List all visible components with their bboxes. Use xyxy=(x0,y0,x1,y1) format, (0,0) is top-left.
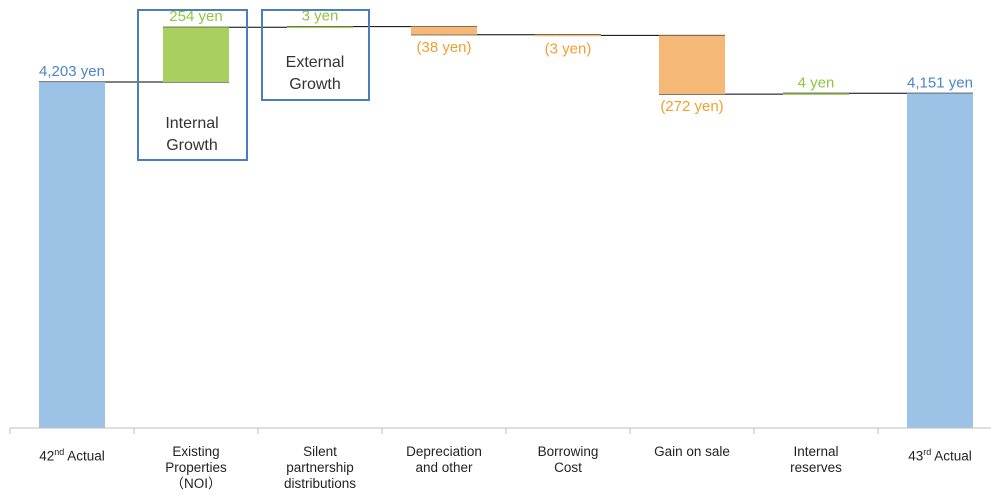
category-label: Depreciation and other xyxy=(406,444,482,475)
increase-bar xyxy=(163,27,229,83)
category-label: Borrowing Cost xyxy=(537,444,599,475)
value-label: (272 yen) xyxy=(660,98,723,115)
value-label: 4 yen xyxy=(798,74,835,91)
internal-growth-callout-text: Internal Growth xyxy=(130,113,254,157)
decrease-bar xyxy=(411,26,477,35)
category-label: 43rd Actual xyxy=(908,447,972,464)
category-label: Silent partnership distributions xyxy=(283,444,357,491)
increase-bar xyxy=(783,93,849,95)
total-bar xyxy=(907,93,973,429)
increase-bar xyxy=(287,26,353,29)
callout-line: Growth xyxy=(289,76,341,93)
category-label: Existing Properties （NOI） xyxy=(165,444,227,491)
value-labels: 4,203 yen 254 yen 3 yen (38 yen) (3 yen) (272… xyxy=(39,8,973,116)
category-label: 42nd Actual xyxy=(39,447,105,464)
total-bar xyxy=(39,82,105,429)
callout-line: External xyxy=(285,54,345,71)
value-label: 4,203 yen xyxy=(39,63,105,80)
internal-growth-callout xyxy=(137,9,248,161)
bars xyxy=(39,26,973,429)
value-label: 3 yen xyxy=(302,8,339,25)
category-label: Gain on sale xyxy=(654,444,730,459)
external-growth-callout-text: External Growth xyxy=(253,52,377,96)
value-label: (38 yen) xyxy=(416,39,471,56)
value-label: 4,151 yen xyxy=(907,74,973,91)
decrease-bar xyxy=(659,35,725,95)
value-label: (3 yen) xyxy=(545,40,592,57)
category-label: Internal reserves xyxy=(790,444,842,475)
external-growth-callout xyxy=(261,9,370,101)
callout-line: Internal xyxy=(165,115,219,132)
value-label: 254 yen xyxy=(169,8,222,25)
x-axis xyxy=(9,427,991,434)
callout-line: Growth xyxy=(166,137,218,154)
decrease-bar xyxy=(535,34,601,37)
